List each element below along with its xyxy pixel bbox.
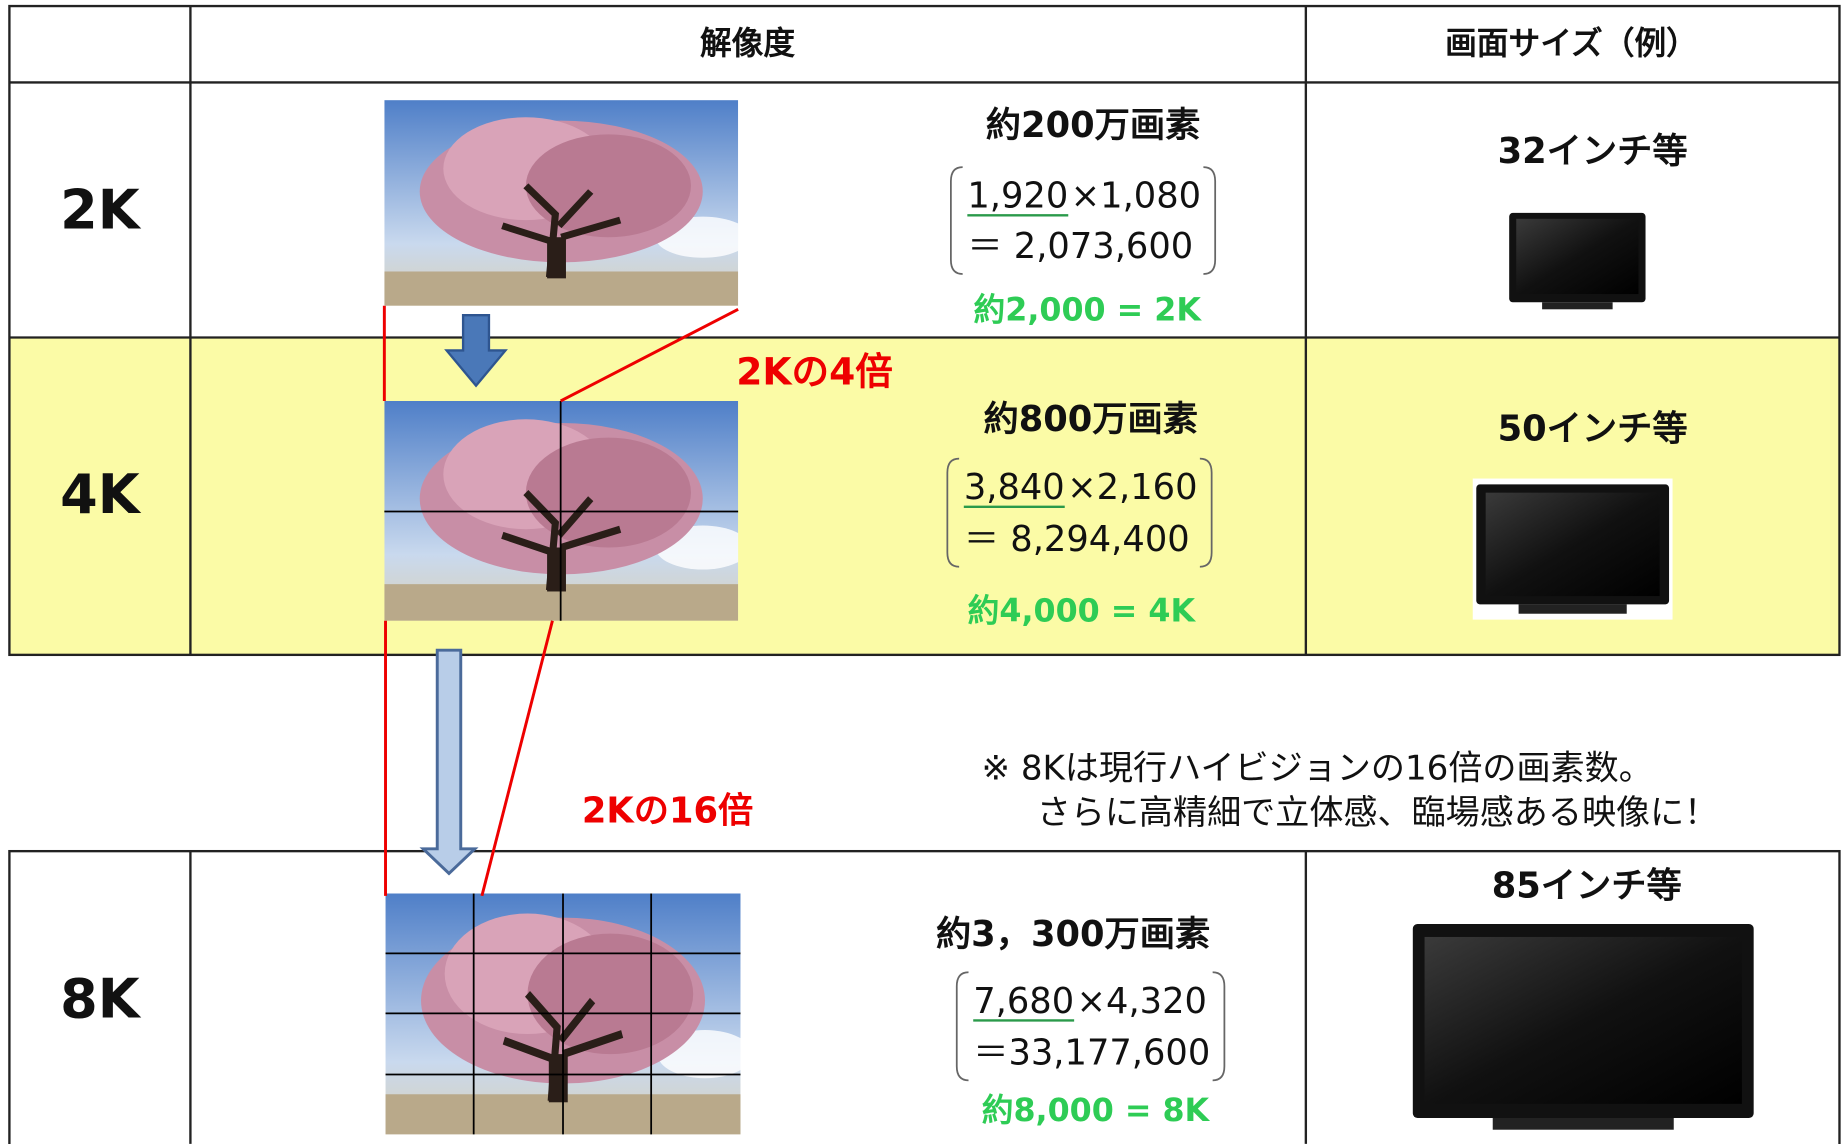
header-resolution: 解像度 <box>700 26 795 62</box>
header-screen-size: 画面サイズ（例） <box>1445 25 1698 62</box>
guide-lines <box>382 305 739 897</box>
screen-size: 50インチ等 <box>1498 408 1688 449</box>
formula-height: ×2,160 <box>1067 467 1197 508</box>
formula-total: ＝ 8,294,400 <box>964 519 1190 560</box>
approx-k: 約2,000 = 2K <box>974 293 1203 329</box>
tv-50 <box>1472 478 1673 620</box>
table-border <box>8 849 1841 1144</box>
pixel-count: 約800万画素 <box>983 399 1198 440</box>
formula-width: 1,920 <box>967 176 1068 217</box>
grid-8k <box>385 893 741 1135</box>
formula-width: 7,680 <box>973 981 1074 1022</box>
formula-width: 3,840 <box>964 467 1065 508</box>
bracket <box>946 457 960 568</box>
rows: 2K 約200万画素 1,920 ×1,080 ＝ 2,073,600 約2,000 = … <box>60 105 1688 1129</box>
formula-height: ×4,320 <box>1076 981 1206 1022</box>
row-label: 4K <box>60 463 142 526</box>
formula-total: ＝33,177,600 <box>973 1032 1210 1073</box>
tv-32 <box>1509 212 1646 310</box>
arrow-down-long <box>419 648 479 876</box>
note-line: さらに高精細で立体感、臨場感ある映像に！ <box>1037 793 1719 833</box>
grid-4k <box>384 400 739 621</box>
row-label: 8K <box>60 967 142 1030</box>
screen-size: 32インチ等 <box>1498 131 1688 172</box>
bracket <box>1203 166 1217 275</box>
photo-2k <box>384 100 750 306</box>
note-line: ※ 8Kは現行ハイビジョンの16倍の画素数。 <box>981 749 1652 789</box>
screen-size: 85インチ等 <box>1492 866 1682 907</box>
bracket <box>950 166 963 275</box>
formula-height: ×1,080 <box>1071 176 1201 217</box>
tv-85 <box>1412 924 1754 1130</box>
pixel-count: 約200万画素 <box>986 105 1201 146</box>
bracket <box>1199 457 1213 568</box>
row-label: 2K <box>60 179 142 242</box>
table-border <box>8 4 1841 657</box>
bracket <box>955 971 969 1082</box>
arrow-down <box>444 314 508 388</box>
approx-k: 約4,000 = 4K <box>968 594 1197 630</box>
pixel-count: 約3，300万画素 <box>936 914 1210 955</box>
annotation-4x: 2Kの4倍 <box>736 349 893 393</box>
bracket <box>1212 971 1226 1082</box>
approx-k: 約8,000 = 8K <box>982 1093 1211 1129</box>
formula-total: ＝ 2,073,600 <box>967 226 1193 267</box>
annotation-16x: 2Kの16倍 <box>582 790 753 831</box>
